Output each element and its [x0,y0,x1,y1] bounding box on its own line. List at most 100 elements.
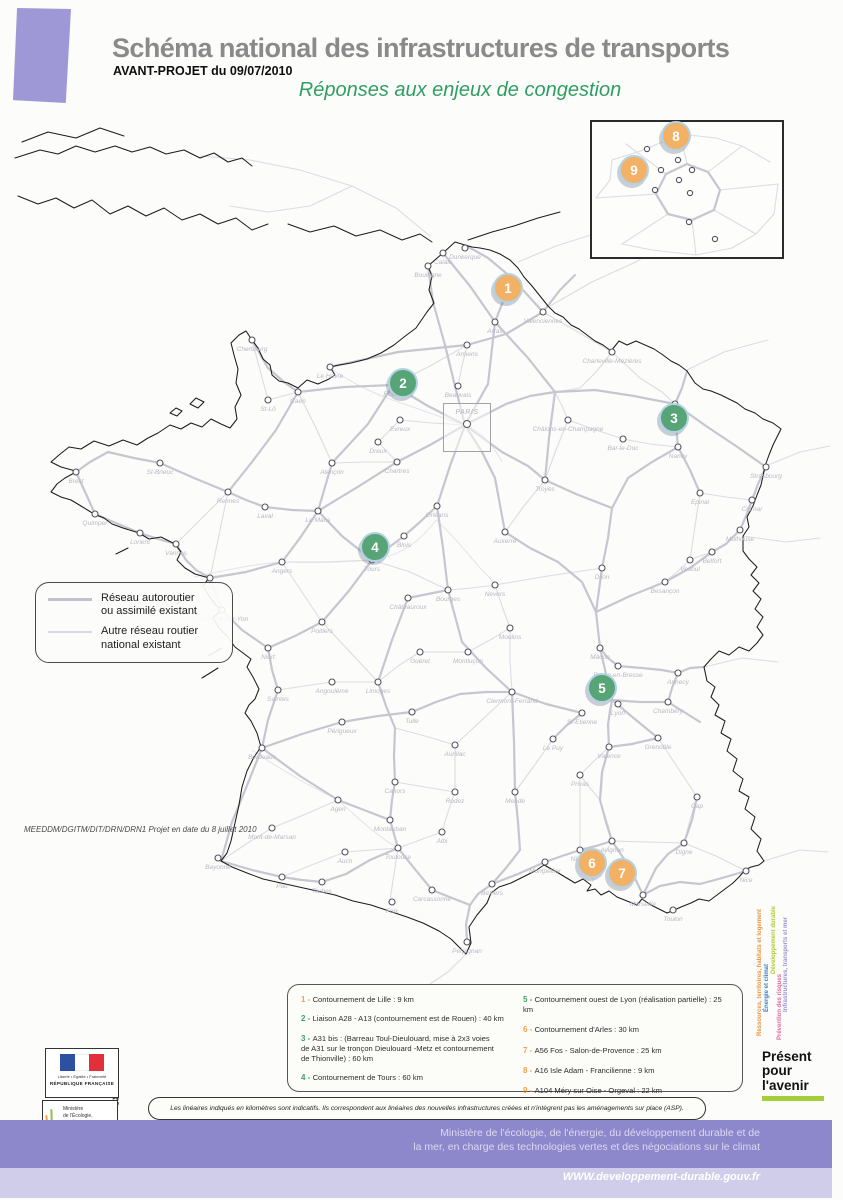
city-label: Poitiers [311,628,333,635]
legend-label: Réseau autoroutier ou assimilé existant [101,592,197,618]
city-dot [598,564,606,572]
city-label: Digne [676,849,693,856]
sector-label: Infrastructures, transports et mer [783,916,789,1012]
city-dot [549,735,557,743]
map-credit: MEEDDM/DGITM/DIT/DRN/DRN1 Projet en date… [24,825,257,834]
secondary-road [514,738,554,793]
city-label: Guéret [410,658,431,665]
sector-label: Développement durable [771,905,777,974]
city-label: Besançon [651,588,680,595]
city-label: Le Mans [306,517,332,524]
city-dot [261,503,269,511]
coastline-border [115,547,129,555]
city-dot [506,624,514,632]
city-dot [258,744,266,752]
city-label: Marseille [630,901,656,908]
motorway-road [463,243,514,280]
inset-town-dot [674,156,682,164]
city-dot [674,443,682,451]
city-dot [619,435,627,443]
city-dot [541,858,549,866]
flag-red-stripe [89,1054,105,1071]
city-label: Tours [364,566,381,573]
secondary-road [494,584,511,629]
city-label: Alençon [319,469,344,476]
city-dot [274,686,282,694]
city-dot [576,771,584,779]
project-number: 7 - [523,1045,535,1055]
motorway-road [74,450,230,494]
secondary-road [447,584,496,591]
secondary-road [699,492,753,501]
city-dot [463,938,471,946]
secondary-road [251,339,269,401]
project-item-9: 9 - A104 Méry sur Oise - Orgeval : 22 km [523,1086,663,1096]
secondary-road [175,491,229,545]
city-dot [338,718,346,726]
project-number: 6 - [523,1025,535,1035]
secondary-road [429,953,467,985]
city-dot [686,556,694,564]
coastline-border [50,241,782,955]
paris-label: PARIS [455,409,479,416]
secondary-road [544,419,569,481]
inset-road [707,145,743,173]
city-label: Brest [68,478,84,485]
project-list-left-column: 1 - Contournement de Lille : 9 km 2 - Lia… [301,995,523,1083]
project-list-right-column: 5 - Contournement ouest de Lyon (réalisa… [523,995,732,1095]
project-marker-8: 8 [661,121,691,151]
inset-town-dot [651,186,659,194]
city-dot [654,734,662,742]
motorway-road [543,390,557,482]
inset-road [595,193,657,199]
coastline-border [201,667,219,679]
footer-line1: Ministère de l'écologie, de l'énergie, d… [440,1127,760,1139]
footer-url: WWW.developpement-durable.gouv.fr [562,1171,760,1183]
city-label: Périgueux [327,728,357,735]
city-label: Limoges [366,688,391,695]
map-legend: Réseau autoroutier ou assimilé existant … [35,582,233,663]
city-dot [463,341,471,349]
city-dot [742,867,750,875]
city-dot [564,416,572,424]
city-label: Valenciennes [524,318,564,325]
coastline-border [169,407,183,417]
secondary-road [763,849,829,862]
city-label: Toulon [663,916,683,923]
project-item-5: 5 - Contournement ouest de Lyon (réalisa… [523,995,722,1015]
city-label: Beauvais [445,392,472,399]
footer-ministry-bar: Ministère de l'écologie, de l'énergie, d… [0,1120,832,1168]
city-dot [248,336,256,344]
city-label: Calais [434,259,453,266]
inset-road [713,209,757,235]
city-dot [669,906,677,914]
secondary-road [277,681,333,691]
project-number: 1 - [301,995,313,1004]
city-label: Lyon [611,710,625,717]
secondary-road [377,627,511,683]
motorway-road [226,390,300,494]
city-dot [693,793,701,801]
motorway-road [260,746,400,850]
corner-accent-shape [13,8,71,103]
city-label: Mulhouse [726,536,755,543]
secondary-road [742,535,821,543]
city-label: Charleville-Mézières [583,358,643,365]
city-label: Avignon [599,847,624,854]
city-dot [674,669,682,677]
inset-town-dot [657,166,665,174]
note-pill: Les linéaires indiqués en kilomètres son… [148,1097,706,1120]
inset-road [691,219,697,256]
city-dot [428,886,436,894]
city-dot [206,574,214,582]
project-number: 9 - [523,1086,535,1096]
motorway-road [641,869,748,897]
inset-town-dot [688,166,696,174]
city-dot [264,396,272,404]
city-dot [396,416,404,424]
project-item-7: 7 - A56 Fos - Salon-de-Provence : 25 km [523,1045,662,1055]
city-label: Valence [597,753,621,760]
city-label: Angoulême [315,688,349,695]
project-item-8: 8 - A16 Isle Adam - Francilienne : 9 km [523,1066,655,1076]
city-label: Blois [397,542,412,549]
